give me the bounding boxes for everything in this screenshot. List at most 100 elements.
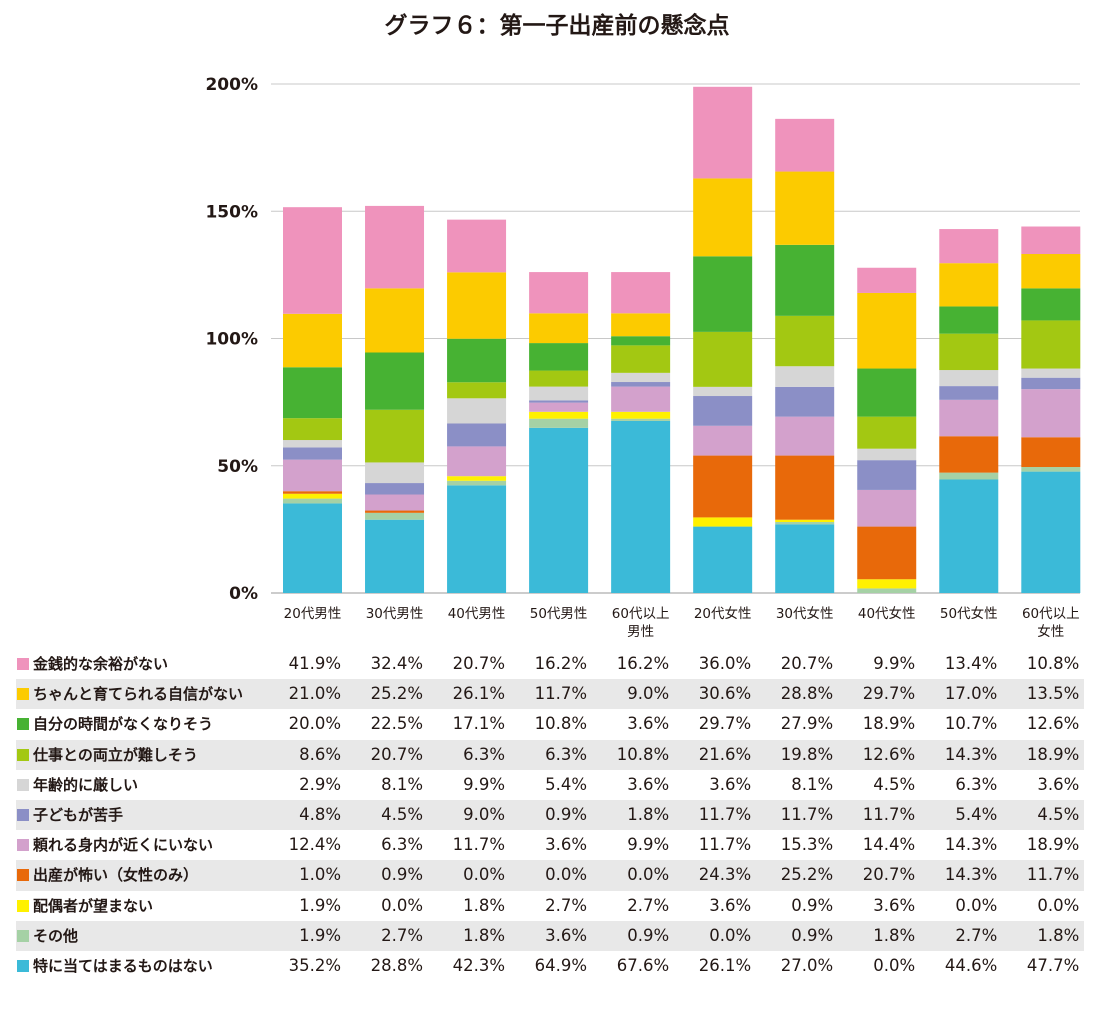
bar-segment (857, 489, 917, 527)
x-tick-label: 30代男性 (366, 606, 424, 622)
legend-swatch (17, 869, 29, 882)
series-label: 頼れる身内が近くにいない (33, 836, 214, 855)
table-cell: 10.8% (534, 714, 588, 734)
table-cell: 6.3% (381, 835, 424, 855)
table-cell: 18.9% (862, 714, 916, 734)
stacked-bar-chart: 0% 50% 100% 150% 200% 20代男性 30代男性 40代男性 50代男性 60… (205, 75, 1081, 640)
chart-title: グラフ６：第一子出産前の懸念点 (384, 13, 730, 39)
table-cell: 3.6% (709, 774, 752, 794)
table-cell: 0.0% (709, 925, 752, 945)
table-cell: 17.1% (452, 714, 506, 734)
bar-segment (365, 205, 425, 289)
bar-segment (775, 519, 835, 522)
bar-segment (529, 343, 589, 371)
bar-segment (775, 366, 835, 387)
table-row: 頼れる身内が近くにいない 12.4% 6.3% 11.7% 3.6% 9.9% 11.7% 1… (16, 830, 1084, 860)
bar-segment (775, 118, 835, 172)
bar-segment (939, 370, 999, 387)
bar-segment (447, 338, 507, 383)
table-cell: 20.7% (370, 744, 424, 764)
table-row: 配偶者が望まない 1.9% 0.0% 1.8% 2.7% 2.7% 3.6% 0.9% 3.6%… (16, 891, 1084, 921)
table-cell: 14.3% (944, 744, 998, 764)
table-cell: 3.6% (545, 925, 588, 945)
table-cell: 9.0% (463, 804, 506, 824)
bar-segment (693, 455, 753, 518)
bar-segment (939, 436, 999, 473)
legend-swatch (17, 899, 29, 912)
bar-segment (365, 462, 425, 484)
bar-segment (611, 372, 671, 383)
table-cell: 13.5% (1026, 684, 1080, 704)
bar-segment (939, 472, 999, 480)
table-cell: 11.7% (698, 804, 752, 824)
table-cell: 14.3% (944, 865, 998, 885)
bar-segment (365, 510, 425, 513)
bar-segment (857, 267, 917, 293)
y-tick-label: 0% (229, 584, 258, 604)
table-cell: 2.7% (381, 925, 424, 945)
bar-segment (447, 476, 507, 481)
table-cell: 27.0% (780, 955, 834, 975)
legend-swatch (17, 718, 29, 731)
table-cell: 0.0% (955, 895, 998, 915)
table-cell: 9.9% (627, 835, 670, 855)
bar-stack (365, 205, 425, 593)
bar-stack (857, 267, 917, 593)
table-cell: 11.7% (534, 684, 588, 704)
bar-segment (1021, 467, 1081, 472)
table-cell: 12.6% (862, 744, 916, 764)
table-cell: 4.5% (873, 774, 916, 794)
bar-segment (447, 480, 507, 486)
table-cell: 9.9% (463, 774, 506, 794)
table-cell: 1.8% (1037, 925, 1080, 945)
table-cell: 19.8% (780, 744, 834, 764)
x-tick-label: 女性 (1037, 623, 1064, 640)
table-cell: 25.2% (370, 684, 424, 704)
table-row: ちゃんと育てられる自信がない 21.0% 25.2% 26.1% 11.7% 9.0% 30… (16, 679, 1084, 710)
table-cell: 11.7% (862, 804, 916, 824)
table-cell: 8.6% (299, 744, 341, 764)
bar-segment (857, 448, 917, 461)
table-cell: 4.5% (1037, 804, 1080, 824)
bar-segment (447, 219, 507, 273)
bar-segment (447, 398, 507, 424)
bar-segment (939, 306, 999, 334)
table-cell: 1.8% (627, 804, 670, 824)
table-cell: 21.0% (288, 684, 341, 704)
table-cell: 3.6% (873, 895, 916, 915)
y-tick-label: 50% (217, 457, 258, 477)
table-cell: 3.6% (709, 895, 752, 915)
series-label: 配偶者が望まない (33, 896, 154, 915)
table-cell: 17.0% (944, 684, 998, 704)
bar-stack (939, 229, 999, 593)
legend-swatch (17, 959, 29, 972)
table-cell: 4.5% (381, 804, 424, 824)
table-cell: 1.9% (299, 925, 341, 945)
bar-segment (283, 498, 342, 504)
bar-segment (283, 367, 342, 419)
series-label: 出産が怖い（女性のみ） (33, 866, 199, 885)
table-cell: 5.4% (955, 804, 998, 824)
legend-swatch (17, 929, 29, 942)
bar-segment (693, 86, 753, 179)
bars (283, 86, 1081, 593)
x-tick-label: 50代女性 (940, 605, 998, 622)
table-row: 出産が怖い（女性のみ） 1.0% 0.9% 0.0% 0.0% 0.0% 24.3% 25.2… (16, 860, 1084, 891)
bar-segment (283, 459, 342, 492)
bar-segment (775, 171, 835, 245)
bar-stack (529, 272, 589, 593)
table-cell: 18.9% (1026, 744, 1080, 764)
legend-swatch (17, 808, 29, 821)
bar-stack (775, 118, 835, 593)
series-label: ちゃんと育てられる自信がない (33, 685, 244, 704)
bar-segment (365, 512, 425, 520)
legend-swatch (17, 778, 29, 791)
x-tick-label: 40代男性 (448, 606, 506, 622)
table-cell: 6.3% (545, 744, 588, 764)
bar-segment (1021, 320, 1081, 369)
bar-segment (447, 446, 507, 477)
bar-segment (857, 292, 917, 369)
legend-swatch (17, 688, 29, 701)
table-cell: 21.6% (698, 744, 752, 764)
